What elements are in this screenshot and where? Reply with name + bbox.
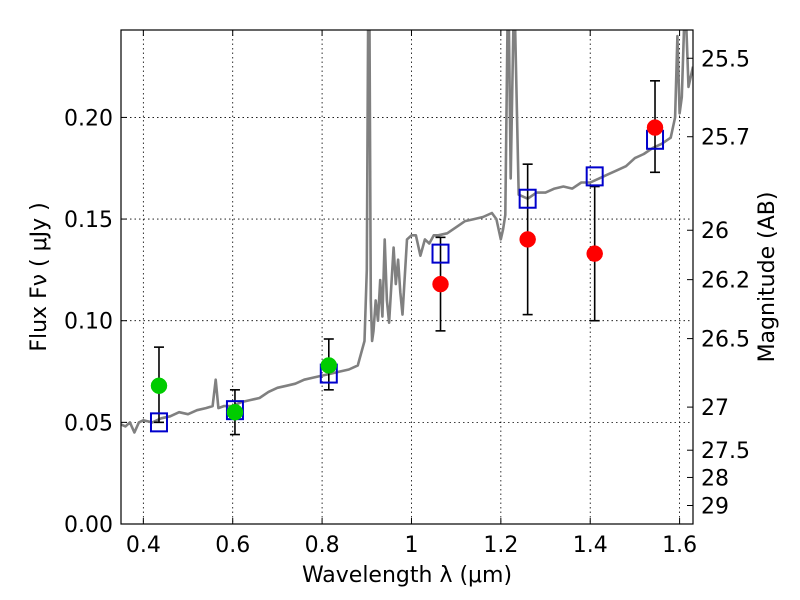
markers (149, 119, 665, 433)
mag-tick-label: 26.2 (701, 269, 750, 294)
x-tick-label: 1.2 (483, 533, 518, 558)
grid (121, 30, 693, 525)
data-layer (121, 30, 693, 434)
mag-tick-label: 26 (701, 219, 729, 244)
data-point (150, 377, 168, 395)
model-square (518, 188, 537, 209)
mag-tick-label: 27 (701, 396, 729, 421)
ticks: 0.4 0.6 0.8 1 1.2 1.4 1.6 0.00 0.05 0.10 0.15 0.20 2… (64, 30, 750, 558)
mag-tick-label: 27.5 (701, 439, 750, 464)
x-tick-label: 1.4 (573, 533, 608, 558)
mag-tick-label: 25.5 (701, 47, 750, 72)
y-tick-label: 0.10 (64, 310, 113, 335)
model-square (585, 166, 604, 187)
y-tick-label: 0.05 (64, 411, 113, 436)
data-point (432, 275, 449, 293)
spectrum-line (121, 30, 693, 434)
y-tick-label: 0.00 (64, 513, 113, 538)
y-tick-label: 0.15 (64, 208, 113, 233)
x-tick-label: 0.4 (126, 533, 161, 558)
y-tick-label: 0.20 (64, 106, 113, 131)
x-tick-label: 0.6 (215, 533, 250, 558)
data-point (646, 119, 664, 136)
x-tick-label: 1.6 (662, 533, 697, 558)
y-axis-label-right: Magnitude (AB) (755, 192, 780, 363)
model-square (431, 243, 450, 264)
x-axis-label: Wavelength λ (μm) (302, 563, 512, 588)
data-point (519, 231, 536, 248)
mag-tick-label: 29 (701, 495, 729, 520)
x-tick-label: 1 (404, 533, 418, 558)
model-square (149, 412, 168, 433)
mag-tick-label: 26.5 (701, 328, 750, 353)
mag-tick-label: 28 (701, 466, 729, 491)
mag-tick-label: 25.7 (701, 126, 750, 151)
data-point (586, 245, 603, 262)
plot-frame (120, 29, 694, 525)
x-tick-label: 0.8 (305, 533, 340, 558)
data-point (226, 403, 244, 421)
y-axis-label: Flux Fν ( μJy ) (27, 202, 52, 351)
data-point (320, 357, 338, 374)
